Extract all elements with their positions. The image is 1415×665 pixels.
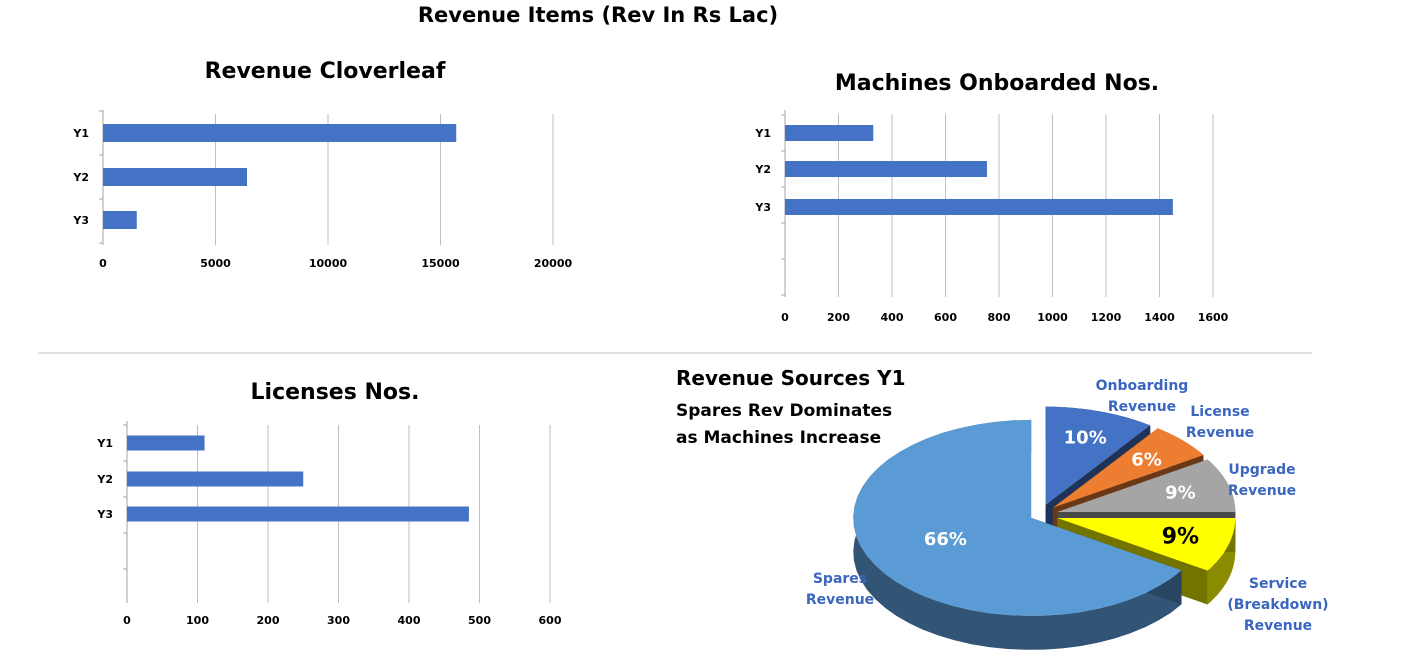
slice-name-label: Upgrade Revenue [1228,462,1296,499]
bar-y1 [103,124,457,142]
x-tick-label: 5000 [200,257,231,270]
x-tick-label: 500 [468,614,491,627]
slice-name-label: Spares Revenue [806,571,874,608]
category-label: Y2 [96,473,113,486]
slice-percent-label: 9% [1165,482,1196,503]
x-tick-label: 15000 [421,257,460,270]
slice-license-revenue [1053,428,1204,508]
x-tick-label: 800 [988,311,1011,324]
slice-service-breakdown-revenue [1057,518,1236,571]
bar-y2 [103,168,247,186]
x-tick-label: 1200 [1091,311,1122,324]
x-tick-label: 200 [827,311,850,324]
bar-y2 [127,471,304,487]
bar-y3 [103,211,137,229]
machines-onboarded-chart: Machines Onboarded Nos. Y1 Y2 Y3 0 200 400 600… [754,71,1228,324]
licenses-chart: Licenses Nos. Y1 Y2 Y3 0 100 200 300 400 500 600 [96,380,561,627]
x-tick-label: 400 [398,614,421,627]
pie-title: Revenue Sources Y1 [676,366,906,390]
slice-percent-label: 6% [1131,449,1162,470]
page-title: Revenue Items (Rev In Rs Lac) [418,3,778,27]
slice-percent-label: 10% [1064,428,1107,449]
x-tick-label: 0 [123,614,131,627]
x-tick-label: 0 [99,257,107,270]
slice-name-label: Service (Breakdown) Revenue [1227,576,1328,634]
x-tick-label: 300 [327,614,350,627]
x-tick-label: 600 [539,614,562,627]
revenue-cloverleaf-chart: Revenue Cloverleaf Y1 Y2 Y3 0 5000 10000 15000… [72,59,572,270]
pie-subtitle-line-1: Spares Rev Dominates [676,401,892,421]
x-tick-label: 600 [934,311,957,324]
x-tick-label: 20000 [534,257,573,270]
bar-y3 [127,506,469,522]
slice-side-service-breakdown-revenue [1207,518,1236,605]
slice-name-label: License Revenue [1186,404,1254,441]
slice-onboarding-revenue [1045,406,1151,505]
pie-subtitle-line-2: as Machines Increase [676,428,881,448]
chart-title: Revenue Cloverleaf [205,59,446,84]
x-tick-label: 10000 [309,257,348,270]
category-label: Y3 [754,201,771,214]
category-label: Y1 [96,437,113,450]
slice-name-label: Onboarding Revenue [1096,378,1189,415]
x-tick-label: 100 [186,614,209,627]
x-tick-label: 0 [781,311,789,324]
x-tick-label: 1600 [1198,311,1229,324]
x-tick-label: 200 [257,614,280,627]
category-label: Y2 [754,163,771,176]
x-tick-label: 1400 [1144,311,1175,324]
category-label: Y3 [72,214,89,227]
category-label: Y1 [754,127,771,140]
slice-upgrade-revenue [1057,459,1236,512]
category-label: Y1 [72,127,89,140]
bar-y1 [785,125,874,141]
slice-percent-label: 66% [924,529,967,550]
bar-y1 [127,435,205,451]
category-label: Y2 [72,171,89,184]
x-tick-label: 400 [881,311,904,324]
slice-spares-revenue [853,419,1182,616]
x-tick-label: 1000 [1037,311,1068,324]
chart-title: Licenses Nos. [251,380,420,405]
revenue-sources-pie: Revenue Sources Y1 Spares Rev Dominates … [676,366,1329,650]
category-label: Y3 [96,508,113,521]
chart-title: Machines Onboarded Nos. [835,71,1159,96]
bar-y3 [785,199,1173,215]
slice-percent-label: 9% [1162,525,1199,550]
bar-y2 [785,161,987,177]
